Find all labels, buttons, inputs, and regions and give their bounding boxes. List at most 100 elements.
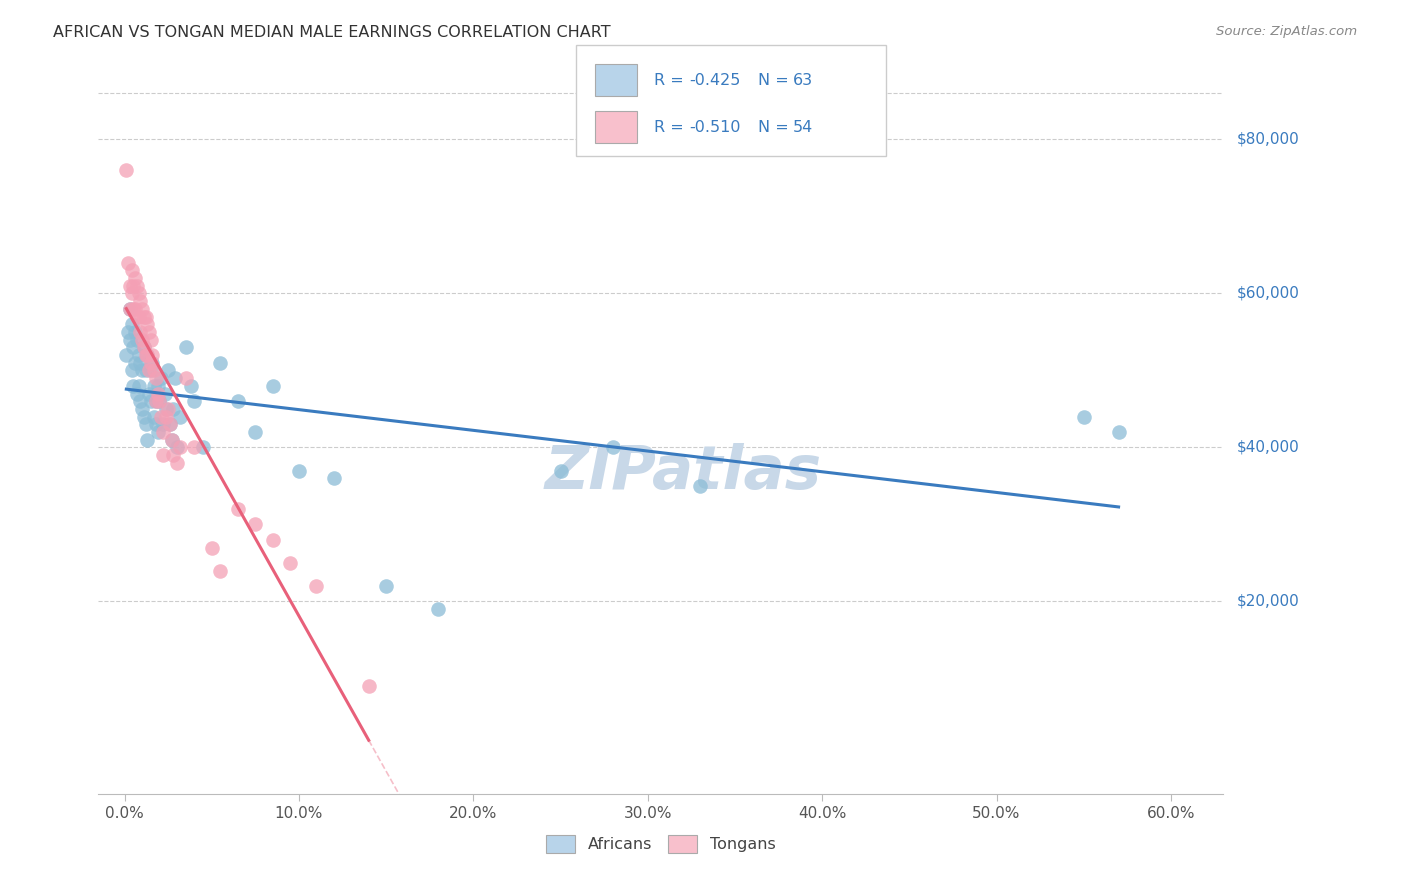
Point bbox=[121, 363, 143, 377]
Point bbox=[322, 471, 344, 485]
Point bbox=[160, 433, 183, 447]
Point bbox=[139, 333, 162, 347]
Point bbox=[152, 425, 174, 439]
Point bbox=[166, 441, 188, 455]
Point bbox=[146, 425, 169, 439]
Point bbox=[118, 301, 141, 316]
Point bbox=[602, 441, 624, 455]
Point bbox=[122, 340, 145, 354]
Point bbox=[138, 386, 160, 401]
Point bbox=[131, 363, 153, 377]
Point bbox=[124, 325, 146, 339]
Point bbox=[138, 363, 160, 377]
Point bbox=[131, 333, 153, 347]
Point bbox=[155, 409, 177, 424]
Point bbox=[689, 479, 711, 493]
Point bbox=[139, 394, 162, 409]
Point bbox=[191, 441, 214, 455]
Point bbox=[288, 463, 311, 477]
Point bbox=[136, 317, 159, 331]
Point bbox=[115, 348, 138, 362]
Point bbox=[262, 379, 284, 393]
Point bbox=[1073, 409, 1095, 424]
Point bbox=[148, 394, 170, 409]
Point bbox=[148, 394, 170, 409]
Point bbox=[136, 433, 159, 447]
Point bbox=[157, 363, 180, 377]
Point bbox=[145, 394, 167, 409]
Point bbox=[278, 556, 301, 570]
Point bbox=[375, 579, 398, 593]
Point bbox=[141, 356, 163, 370]
Point bbox=[201, 541, 224, 555]
Point bbox=[152, 417, 174, 432]
Point bbox=[121, 263, 143, 277]
Point bbox=[124, 271, 146, 285]
Point bbox=[183, 441, 205, 455]
Text: $60,000: $60,000 bbox=[1237, 286, 1301, 301]
Point bbox=[150, 371, 173, 385]
Point bbox=[153, 386, 176, 401]
Text: Source: ZipAtlas.com: Source: ZipAtlas.com bbox=[1216, 25, 1357, 38]
Text: AFRICAN VS TONGAN MEDIAN MALE EARNINGS CORRELATION CHART: AFRICAN VS TONGAN MEDIAN MALE EARNINGS C… bbox=[53, 25, 612, 40]
Point bbox=[118, 278, 141, 293]
Point bbox=[150, 409, 173, 424]
Point bbox=[245, 425, 267, 439]
Text: N =: N = bbox=[758, 73, 794, 88]
Point bbox=[146, 379, 169, 393]
Point bbox=[131, 401, 153, 416]
Point bbox=[121, 286, 143, 301]
Point bbox=[125, 278, 148, 293]
Point bbox=[132, 340, 155, 354]
Point bbox=[134, 417, 156, 432]
Point bbox=[146, 386, 169, 401]
Text: $80,000: $80,000 bbox=[1237, 132, 1301, 147]
Point bbox=[115, 163, 138, 178]
Text: $20,000: $20,000 bbox=[1237, 594, 1301, 609]
Point bbox=[550, 463, 572, 477]
Text: $40,000: $40,000 bbox=[1237, 440, 1301, 455]
Point bbox=[1108, 425, 1130, 439]
Point bbox=[357, 679, 380, 693]
Text: R =: R = bbox=[654, 73, 689, 88]
Point bbox=[122, 301, 145, 316]
Point bbox=[125, 310, 148, 324]
Point bbox=[226, 502, 249, 516]
Point bbox=[143, 379, 166, 393]
Point bbox=[174, 340, 197, 354]
Point bbox=[169, 409, 191, 424]
Point bbox=[157, 401, 180, 416]
Point bbox=[155, 401, 177, 416]
Point bbox=[118, 333, 141, 347]
Text: 54: 54 bbox=[793, 120, 813, 135]
Point bbox=[427, 602, 450, 616]
Point bbox=[169, 441, 191, 455]
Point bbox=[128, 348, 150, 362]
Point bbox=[138, 325, 160, 339]
Point bbox=[129, 394, 152, 409]
Point bbox=[128, 286, 150, 301]
Point bbox=[174, 371, 197, 385]
Point bbox=[125, 333, 148, 347]
Point bbox=[124, 356, 146, 370]
Point bbox=[180, 379, 202, 393]
Point bbox=[145, 371, 167, 385]
Text: ZIPatlas: ZIPatlas bbox=[544, 442, 823, 501]
Point bbox=[128, 379, 150, 393]
Point bbox=[141, 348, 163, 362]
Point bbox=[117, 325, 139, 339]
Point bbox=[128, 310, 150, 324]
Text: N =: N = bbox=[758, 120, 794, 135]
Point bbox=[129, 325, 152, 339]
Point bbox=[139, 356, 162, 370]
Point bbox=[125, 386, 148, 401]
Point bbox=[134, 363, 156, 377]
Point bbox=[139, 363, 162, 377]
Point bbox=[162, 401, 184, 416]
Text: 63: 63 bbox=[793, 73, 813, 88]
Point bbox=[245, 517, 267, 532]
Legend: Africans, Tongans: Africans, Tongans bbox=[540, 829, 782, 859]
Point bbox=[165, 371, 187, 385]
Point bbox=[159, 417, 181, 432]
Point bbox=[209, 356, 232, 370]
